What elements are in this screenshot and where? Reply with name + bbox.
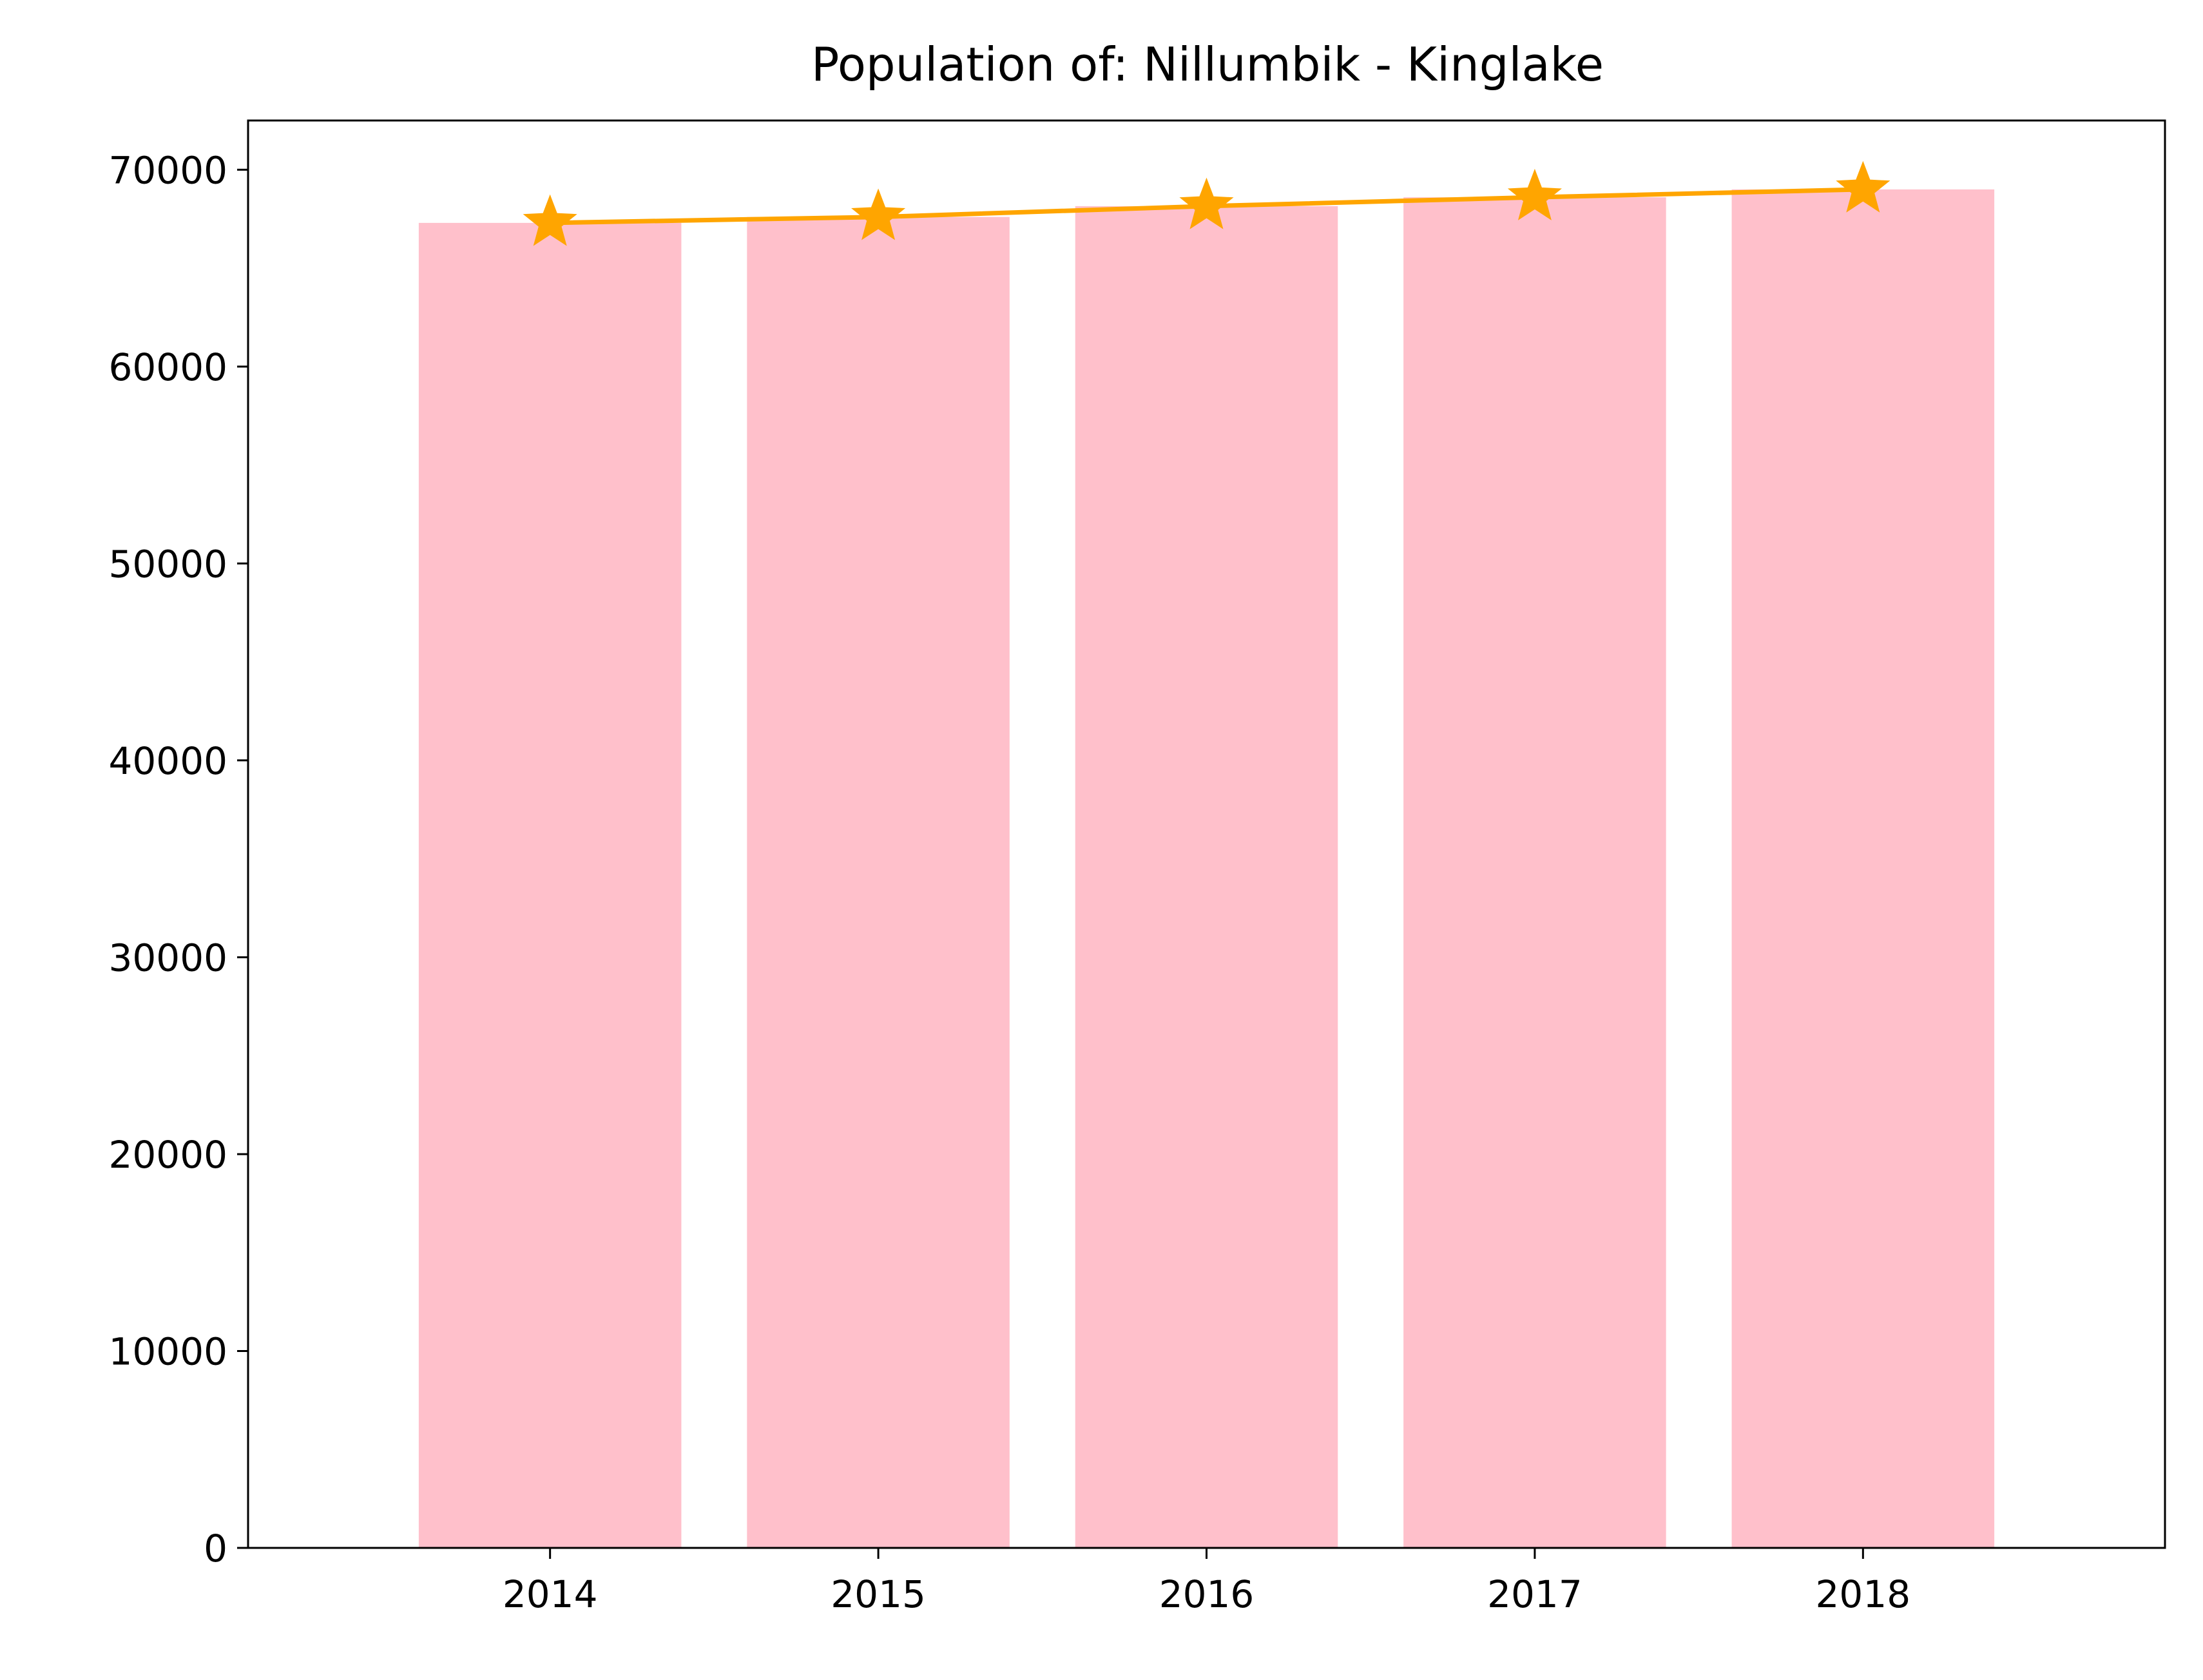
markers-layer (523, 160, 1890, 246)
bar-2018 (1731, 189, 1995, 1548)
x-tick-label: 2018 (1816, 1572, 1911, 1616)
bar-2015 (747, 217, 1010, 1549)
star-marker-2015 (851, 188, 906, 240)
bar-2017 (1403, 197, 1666, 1548)
axes-layer: 0 10000 20000 30000 40000 50000 60000 70000 2014… (108, 119, 2166, 1616)
y-tick-label: 70000 (108, 148, 227, 192)
y-tick-label: 50000 (108, 542, 227, 586)
y-tick-label: 10000 (108, 1329, 227, 1373)
x-tick-label: 2017 (1487, 1572, 1583, 1616)
x-tick-label: 2014 (503, 1572, 598, 1616)
star-marker-2017 (1507, 168, 1562, 220)
star-marker-2014 (523, 194, 577, 246)
y-tick-label: 30000 (108, 936, 227, 980)
bar-2014 (418, 222, 682, 1549)
chart-title: Population of: Nillumbik - Kinglake (811, 37, 1604, 92)
star-marker-2016 (1179, 177, 1234, 229)
bars-layer (418, 189, 1995, 1549)
plot-frame (247, 119, 2166, 1549)
y-tick-label: 0 (204, 1527, 227, 1570)
x-tick-label: 2016 (1159, 1572, 1255, 1616)
bar-2016 (1075, 206, 1338, 1549)
y-tick-label: 40000 (108, 739, 227, 783)
star-marker-2018 (1836, 160, 1890, 213)
x-tick-label: 2015 (831, 1572, 926, 1616)
y-tick-label: 20000 (108, 1133, 227, 1177)
y-tick-label: 60000 (108, 345, 227, 389)
